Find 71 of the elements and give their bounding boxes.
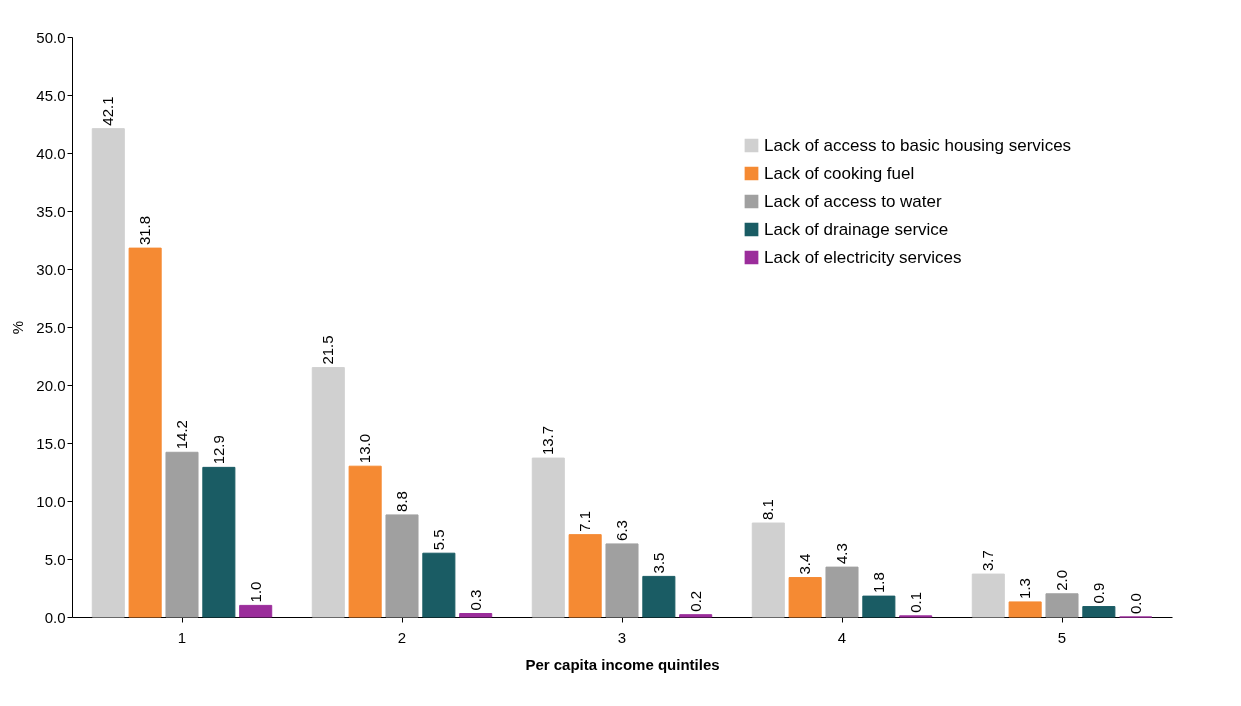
y-tick-label: 40.0 xyxy=(36,144,66,162)
bar xyxy=(971,573,1005,618)
x-tick-label: 1 xyxy=(177,628,187,646)
data-label: 0.1 xyxy=(906,591,924,613)
bar xyxy=(825,566,859,618)
data-label: 5.5 xyxy=(429,529,447,551)
bar xyxy=(348,465,382,618)
bar xyxy=(679,614,713,618)
bar xyxy=(165,451,199,618)
legend-label: Lack of access to basic housing services xyxy=(764,135,1072,155)
bar xyxy=(862,595,896,618)
y-tick-label: 5.0 xyxy=(44,550,66,568)
y-tick-label: 15.0 xyxy=(36,434,66,452)
y-tick-label: 30.0 xyxy=(36,260,66,278)
data-label: 4.3 xyxy=(833,543,850,565)
bar xyxy=(385,514,419,618)
bar xyxy=(91,128,125,618)
bar xyxy=(1082,606,1116,618)
y-tick-label: 45.0 xyxy=(36,86,66,104)
x-tick-label: 3 xyxy=(617,628,627,646)
y-tick-label: 50.0 xyxy=(36,28,66,46)
data-label: 1.3 xyxy=(1016,578,1034,599)
data-label: 3.7 xyxy=(979,550,997,572)
bar xyxy=(531,457,565,618)
data-label: 2.0 xyxy=(1053,569,1070,591)
data-label: 0.2 xyxy=(686,590,704,612)
x-tick-label: 2 xyxy=(397,628,407,646)
y-tick-label: 20.0 xyxy=(36,376,66,394)
bar xyxy=(202,466,236,618)
data-label: 31.8 xyxy=(136,215,154,246)
bar xyxy=(568,534,602,618)
x-tick-label: 4 xyxy=(837,628,847,646)
data-label: 0.0 xyxy=(1126,593,1144,614)
bar xyxy=(642,575,676,618)
x-tick-label: 5 xyxy=(1057,628,1067,646)
data-label: 42.1 xyxy=(99,96,117,126)
bar xyxy=(1045,593,1079,618)
data-label: 0.9 xyxy=(1089,582,1107,604)
legend-label: Lack of access to water xyxy=(764,191,942,211)
data-label: 1.0 xyxy=(246,581,264,603)
x-axis-title: Per capita income quintiles xyxy=(525,655,720,673)
data-label: 8.1 xyxy=(759,499,777,521)
bar xyxy=(422,552,456,618)
bar xyxy=(788,577,822,618)
bar xyxy=(459,613,493,618)
data-label: 1.8 xyxy=(869,572,887,594)
bar xyxy=(128,247,162,618)
legend-label: Lack of drainage service xyxy=(764,219,949,239)
y-tick-label: 10.0 xyxy=(36,492,66,510)
bar xyxy=(311,367,345,618)
data-label: 7.1 xyxy=(576,510,594,532)
data-label: 3.4 xyxy=(796,553,814,575)
y-tick-label: 25.0 xyxy=(36,318,66,336)
data-label: 14.2 xyxy=(173,420,190,450)
y-tick-label: 35.0 xyxy=(36,202,66,220)
data-label: 8.8 xyxy=(393,491,410,512)
data-label: 21.5 xyxy=(319,335,337,365)
bar xyxy=(751,522,785,618)
bar xyxy=(1008,601,1042,618)
legend-label: Lack of electricity services xyxy=(764,247,962,267)
data-label: 6.3 xyxy=(613,520,630,541)
bar xyxy=(605,543,639,618)
data-label: 12.9 xyxy=(209,435,227,465)
data-label: 13.0 xyxy=(356,434,374,464)
legend-label: Lack of cooking fuel xyxy=(764,163,915,183)
y-tick-label: 0.0 xyxy=(44,608,66,626)
data-label: 0.3 xyxy=(466,589,484,611)
data-label: 13.7 xyxy=(539,425,557,456)
data-label: 3.5 xyxy=(649,552,667,574)
y-axis-title: % xyxy=(9,320,27,335)
bar xyxy=(239,604,273,618)
